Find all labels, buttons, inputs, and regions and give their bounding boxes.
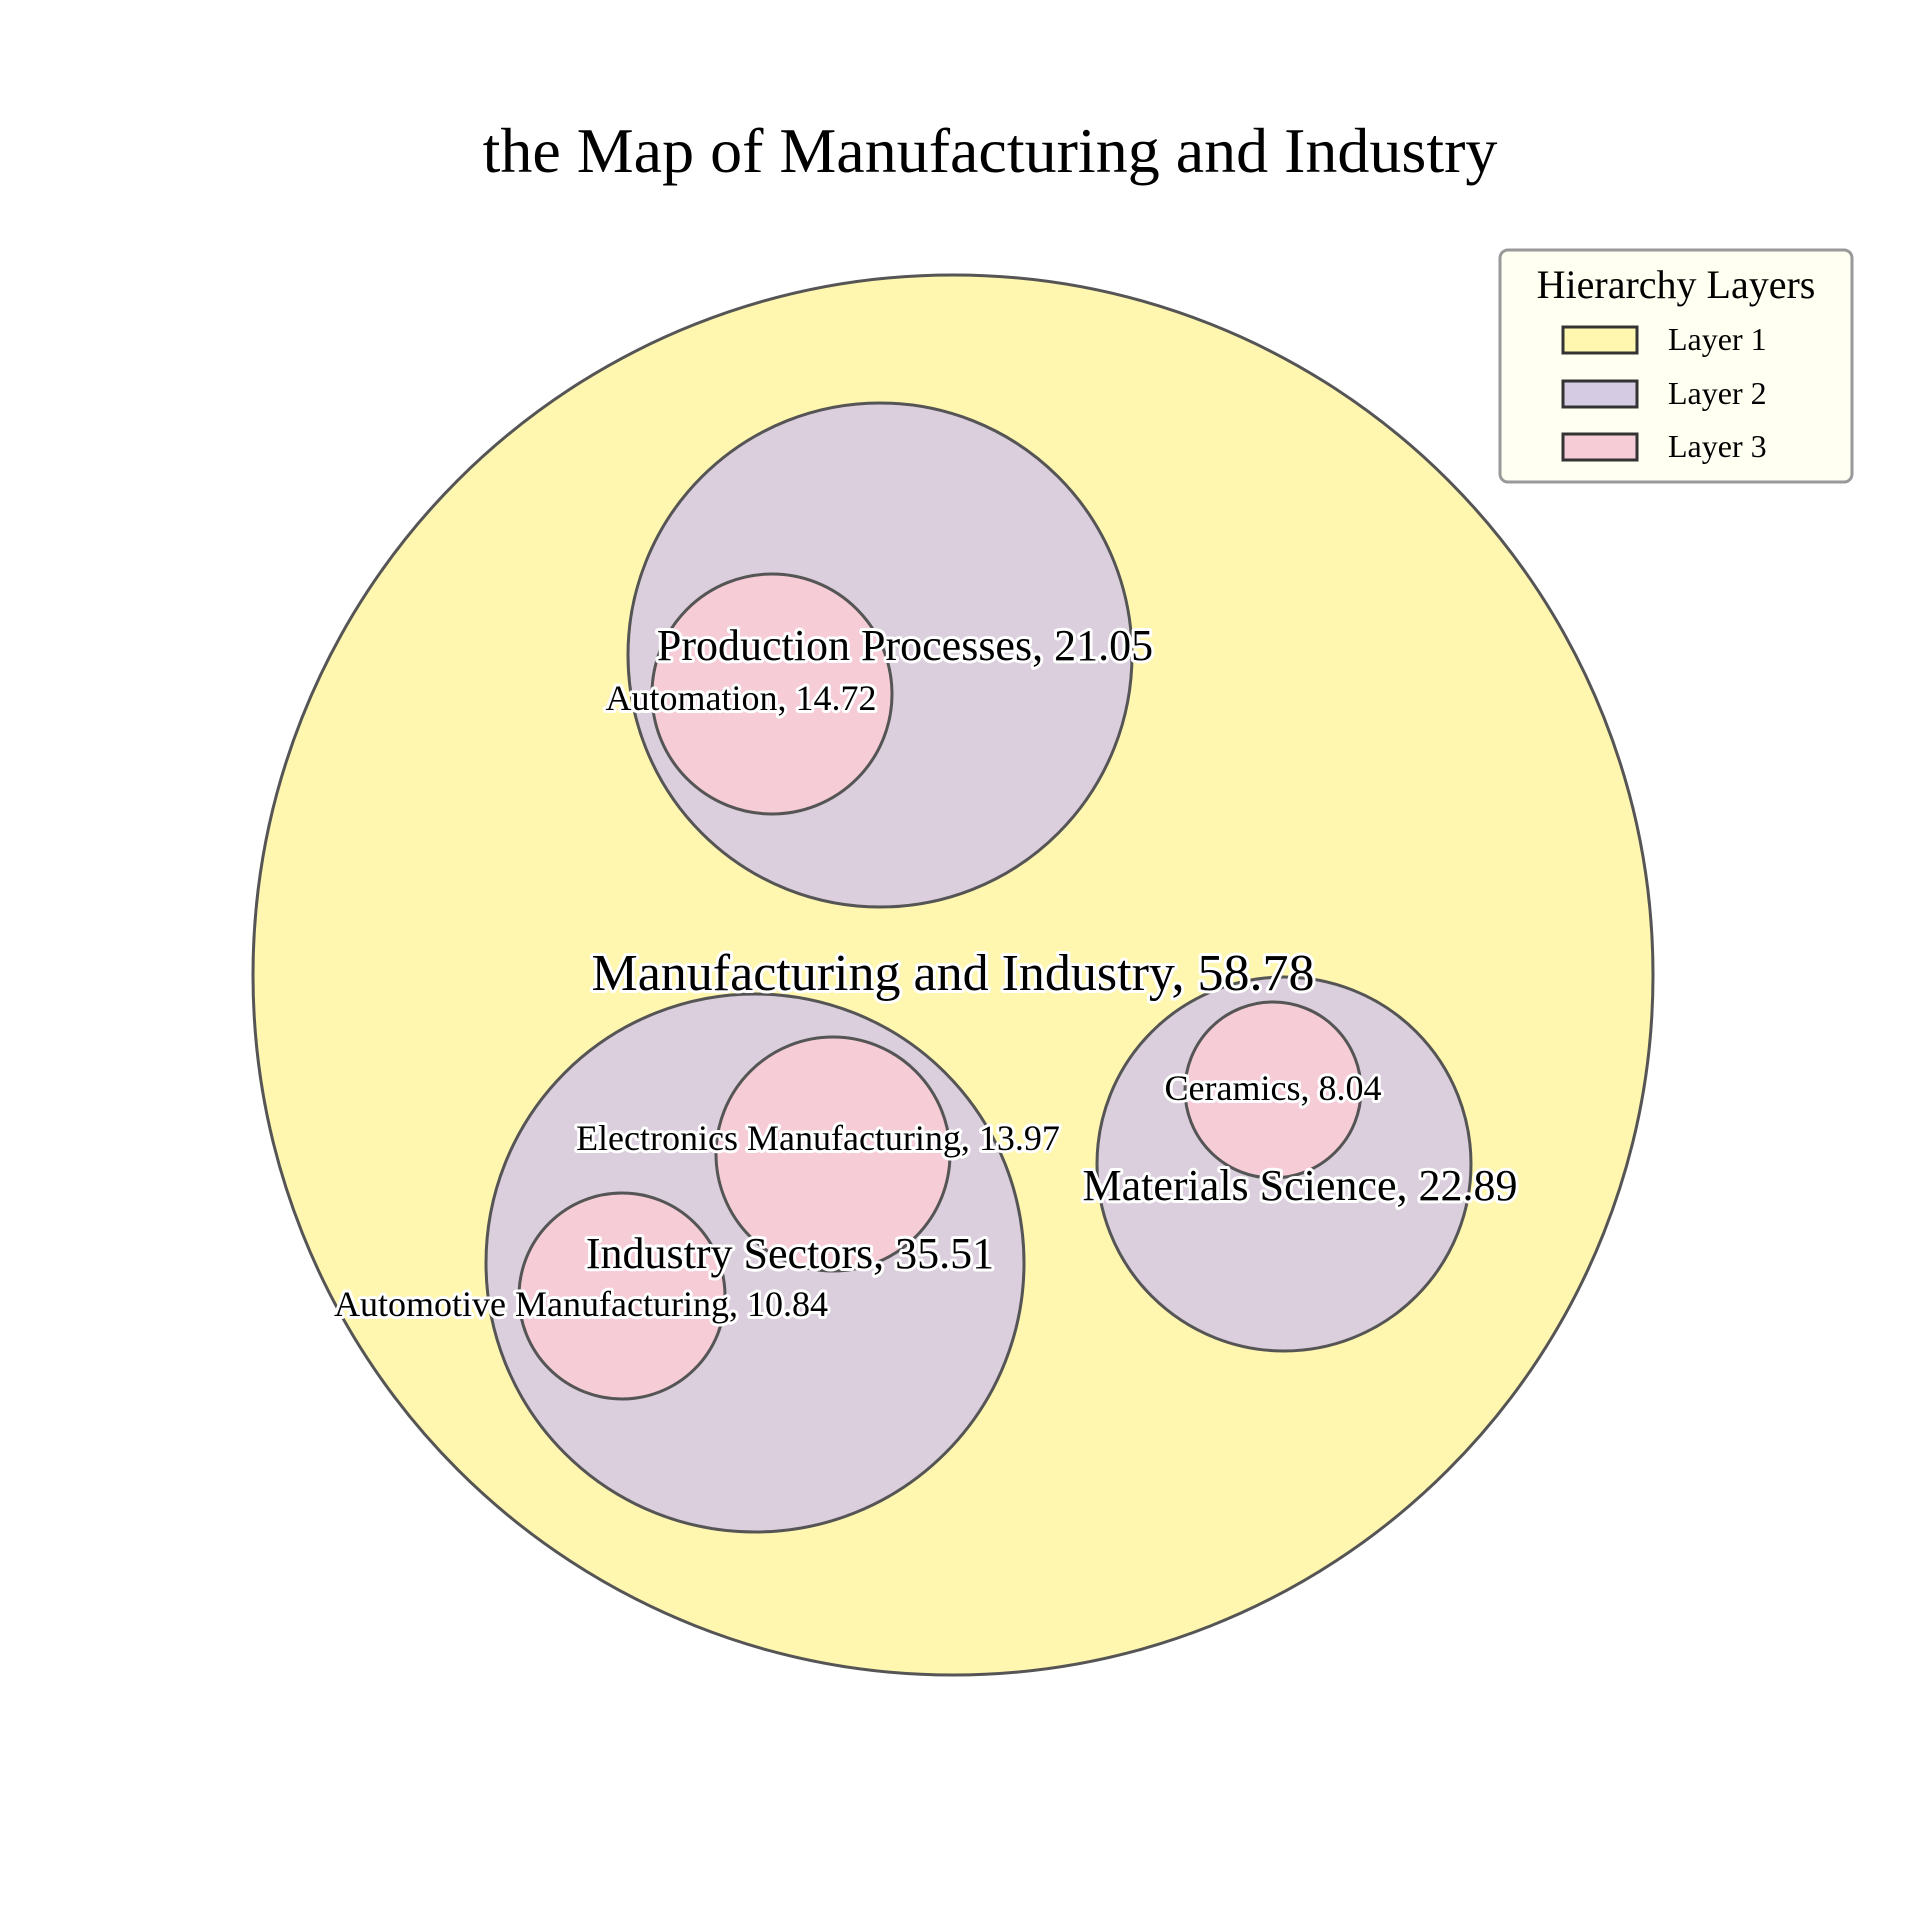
legend-label-layer-2: Layer 2 xyxy=(1668,375,1767,411)
circle-auto xyxy=(650,572,894,816)
circle-cer xyxy=(1183,1000,1363,1180)
label-pp: Production Processes, 21.05 xyxy=(657,621,1153,670)
label-em: Electronics Manufacturing, 13.97 xyxy=(576,1118,1060,1158)
legend: Hierarchy Layers Layer 1 Layer 2 Layer 3 xyxy=(1498,248,1854,484)
label-root: Manufacturing and Industry, 58.78 xyxy=(591,945,1314,1002)
circle-em xyxy=(714,1035,952,1273)
label-group: Manufacturing and Industry, 58.78 Product… xyxy=(331,618,1520,1327)
legend-frame xyxy=(1498,248,1854,484)
legend-swatch-layer-3 xyxy=(1561,432,1639,462)
legend-label-layer-1: Layer 1 xyxy=(1668,321,1767,357)
label-auto: Automation, 14.72 xyxy=(606,678,877,718)
legend-title: Hierarchy Layers xyxy=(1537,262,1816,307)
legend-label-layer-3: Layer 3 xyxy=(1668,428,1767,464)
legend-swatch-layer-1 xyxy=(1561,325,1639,355)
legend-swatch-layer-2 xyxy=(1561,379,1639,409)
label-am: Automotive Manufacturing, 10.84 xyxy=(334,1284,828,1324)
label-is: Industry Sectors, 35.51 xyxy=(586,1229,994,1278)
chart-title: the Map of Manufacturing and Industry xyxy=(483,115,1498,186)
label-cer: Ceramics, 8.04 xyxy=(1165,1068,1382,1108)
circle-am xyxy=(517,1191,727,1401)
circle-group xyxy=(251,273,1655,1677)
label-ms: Materials Science, 22.89 xyxy=(1083,1161,1518,1210)
